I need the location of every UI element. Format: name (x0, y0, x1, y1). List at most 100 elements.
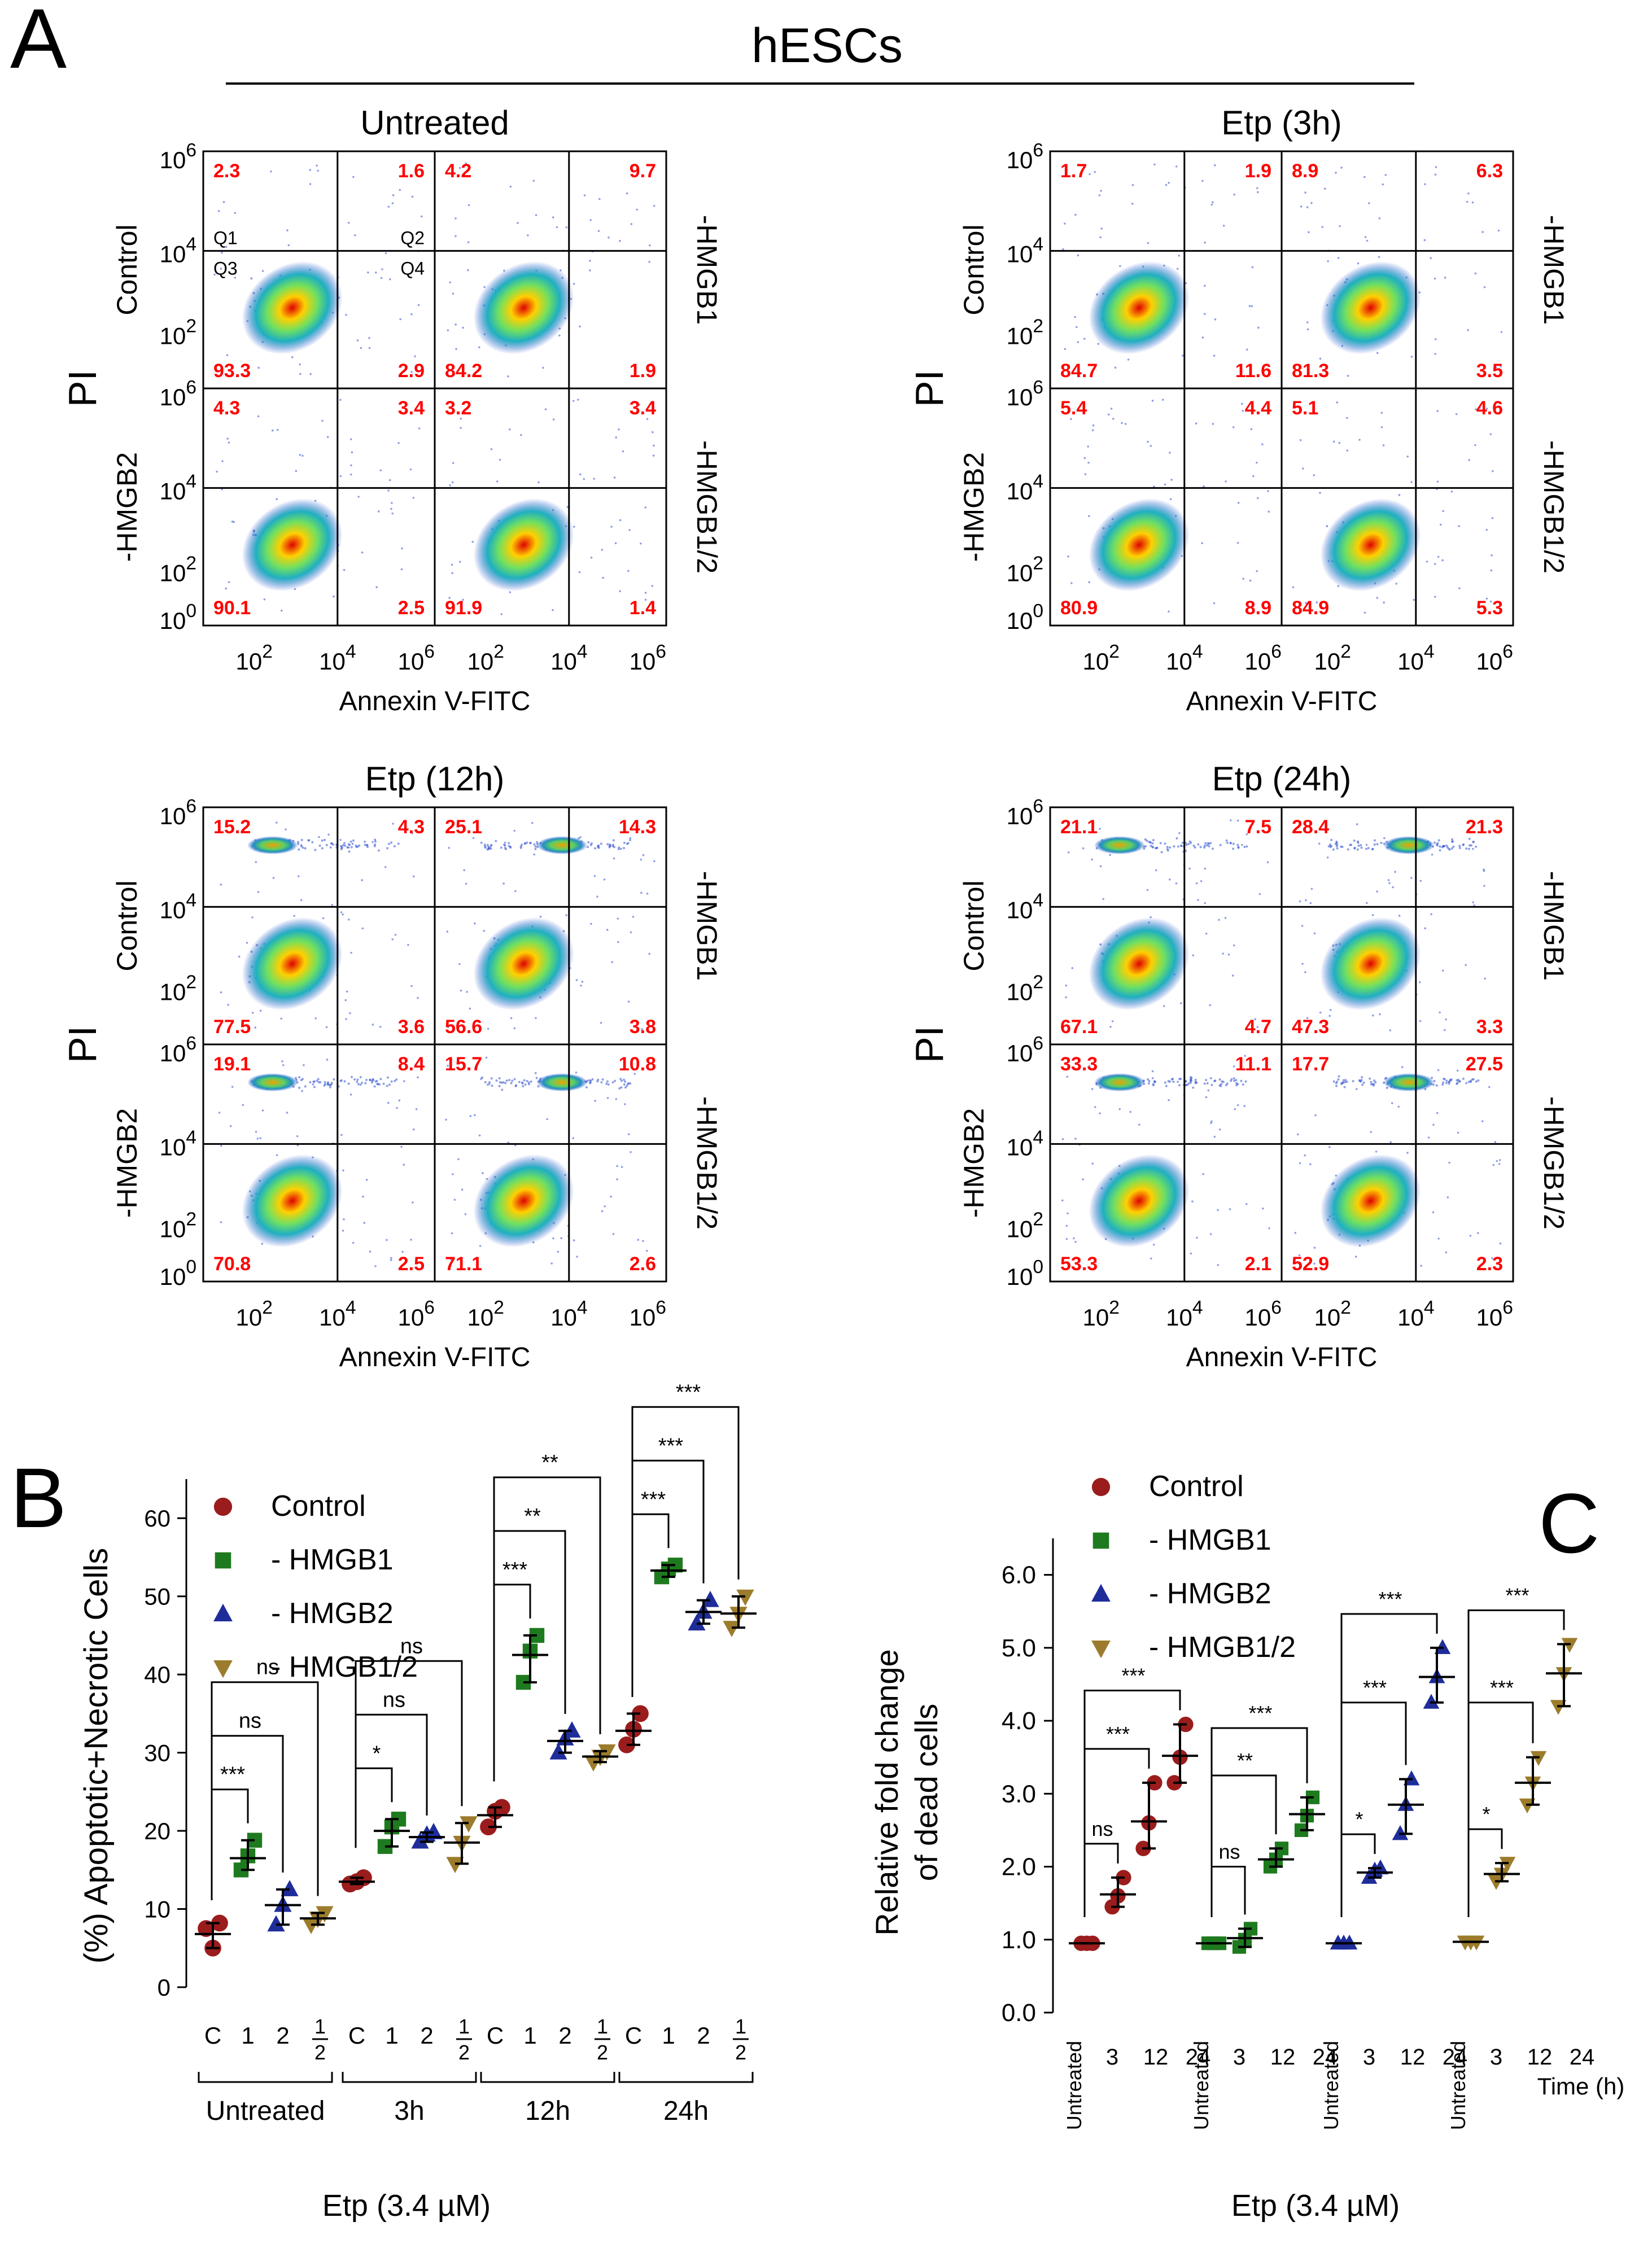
flow-dot (351, 1075, 353, 1078)
quadrant-q1-value: 4.2 (445, 160, 471, 182)
quadrant-q4-value: 2.1 (1245, 1253, 1271, 1275)
flow-dot (491, 1084, 493, 1087)
flow-dot (1474, 444, 1476, 447)
flow-dot (299, 373, 301, 375)
legend-entry: - HMGB2 (1091, 1577, 1271, 1610)
significance-bracket (211, 1681, 319, 1900)
flow-dot (1313, 932, 1316, 935)
flow-dot (1436, 844, 1439, 847)
flow-dot (1472, 901, 1474, 904)
flow-dot (530, 1080, 532, 1083)
flow-dot (1203, 485, 1205, 488)
flow-dot (1242, 1083, 1244, 1086)
quadrant-q4-value: 11.6 (1235, 360, 1271, 382)
flow-dot (593, 478, 596, 480)
flow-dot (469, 1007, 471, 1010)
flow-dot (629, 1082, 632, 1085)
flow-dot (1467, 192, 1470, 195)
flow-dot (1443, 1078, 1446, 1081)
flow-dot (1431, 853, 1434, 856)
flow-dot (627, 1000, 630, 1003)
sub-label: 2 (697, 2022, 710, 2049)
flow-dot (1485, 528, 1488, 531)
flow-dot (378, 1083, 381, 1086)
quadrant-q2-value: 1.9 (1245, 160, 1271, 182)
flow-dot (513, 1078, 516, 1081)
flow-dot (1373, 839, 1376, 842)
flow-dot (1219, 843, 1222, 846)
flow-dot (379, 1078, 382, 1081)
flow-dot (628, 529, 631, 531)
flow-dot (1373, 843, 1376, 846)
flow-dot (508, 845, 510, 847)
flow-dot (1092, 424, 1095, 427)
data-point (446, 1857, 464, 1874)
flow-dot (1356, 848, 1359, 851)
flow-dot (449, 484, 451, 487)
flow-dot (1465, 847, 1468, 850)
flow-dot (1252, 475, 1255, 478)
legend-marker (1091, 1641, 1111, 1659)
flow-dot (1475, 845, 1478, 848)
flow-dot (234, 212, 237, 215)
y-tick-label: 60 (144, 1505, 171, 1532)
mean-sd (230, 1839, 266, 1871)
flow-dot (620, 1079, 623, 1082)
flow-dot (630, 931, 632, 934)
x-tick-label: 106 (397, 1297, 434, 1331)
flow-dot (500, 613, 503, 615)
flow-dot (611, 1081, 614, 1084)
flow-dot (616, 1178, 618, 1180)
flow-dot (1394, 871, 1396, 873)
legend-entry: - HMGB1 (1092, 1524, 1271, 1556)
group-bracket (480, 2072, 615, 2083)
flow-dot (1327, 260, 1329, 263)
flow-dot (1357, 262, 1360, 265)
flow-dot (1434, 338, 1437, 340)
flow-dot (454, 217, 457, 220)
flow-dot (1445, 1018, 1447, 1021)
x-axis-title: Etp (3.4 µM) (322, 2189, 491, 2223)
flow-dot (1147, 242, 1150, 244)
flow-dot (399, 189, 401, 191)
flow-dot (1321, 226, 1323, 228)
flow-dot (1225, 1084, 1227, 1087)
flow-plot: 4.2 9.784.2 1.9 (434, 150, 667, 390)
flow-dot (1492, 1164, 1495, 1166)
flow-dot (1471, 201, 1474, 204)
quadrant-q4-name: Q4 (400, 258, 425, 278)
flow-dot (1070, 418, 1072, 421)
data-point (549, 1743, 567, 1760)
flow-dot (502, 882, 505, 885)
flow-dot (418, 600, 421, 602)
flow-dot (1483, 885, 1485, 887)
flow-dot (1445, 844, 1448, 847)
flow-dot (593, 875, 596, 877)
flow-dot (1474, 272, 1477, 275)
flow-dot (1213, 164, 1216, 167)
flow-density (1089, 917, 1190, 1011)
flow-dot (447, 1026, 449, 1029)
flow-dot (1419, 880, 1422, 882)
flow-dot (1083, 338, 1086, 340)
significance-bracket (631, 1513, 670, 1697)
flow-dot (1201, 542, 1204, 544)
flow-dot (366, 843, 369, 846)
flow-dot (344, 844, 347, 847)
flow-dot (1203, 845, 1206, 847)
flow-dot (324, 1081, 326, 1083)
quadrant-q3-value: 84.9 (1292, 597, 1329, 619)
flow-group: Etp (24h)21.1 7.567.1 4.728.4 21.347.3 3.333… (907, 760, 1570, 1372)
col-label-hmgb12: -HMGB1/2 (1538, 440, 1570, 574)
flow-dot (351, 451, 353, 454)
flow-dot (1395, 583, 1398, 585)
flow-dot (374, 1265, 377, 1267)
flow-dot (1491, 1257, 1493, 1259)
flow-dot (1232, 847, 1235, 850)
flow-dot (487, 1027, 490, 1030)
flow-dot (1378, 256, 1380, 258)
flow-dot (1361, 1076, 1363, 1079)
mean-sd (1131, 1781, 1167, 1850)
y-axis-title-line2: of dead cells (908, 1704, 944, 1881)
flow-group-title: Etp (12h) (365, 760, 505, 798)
